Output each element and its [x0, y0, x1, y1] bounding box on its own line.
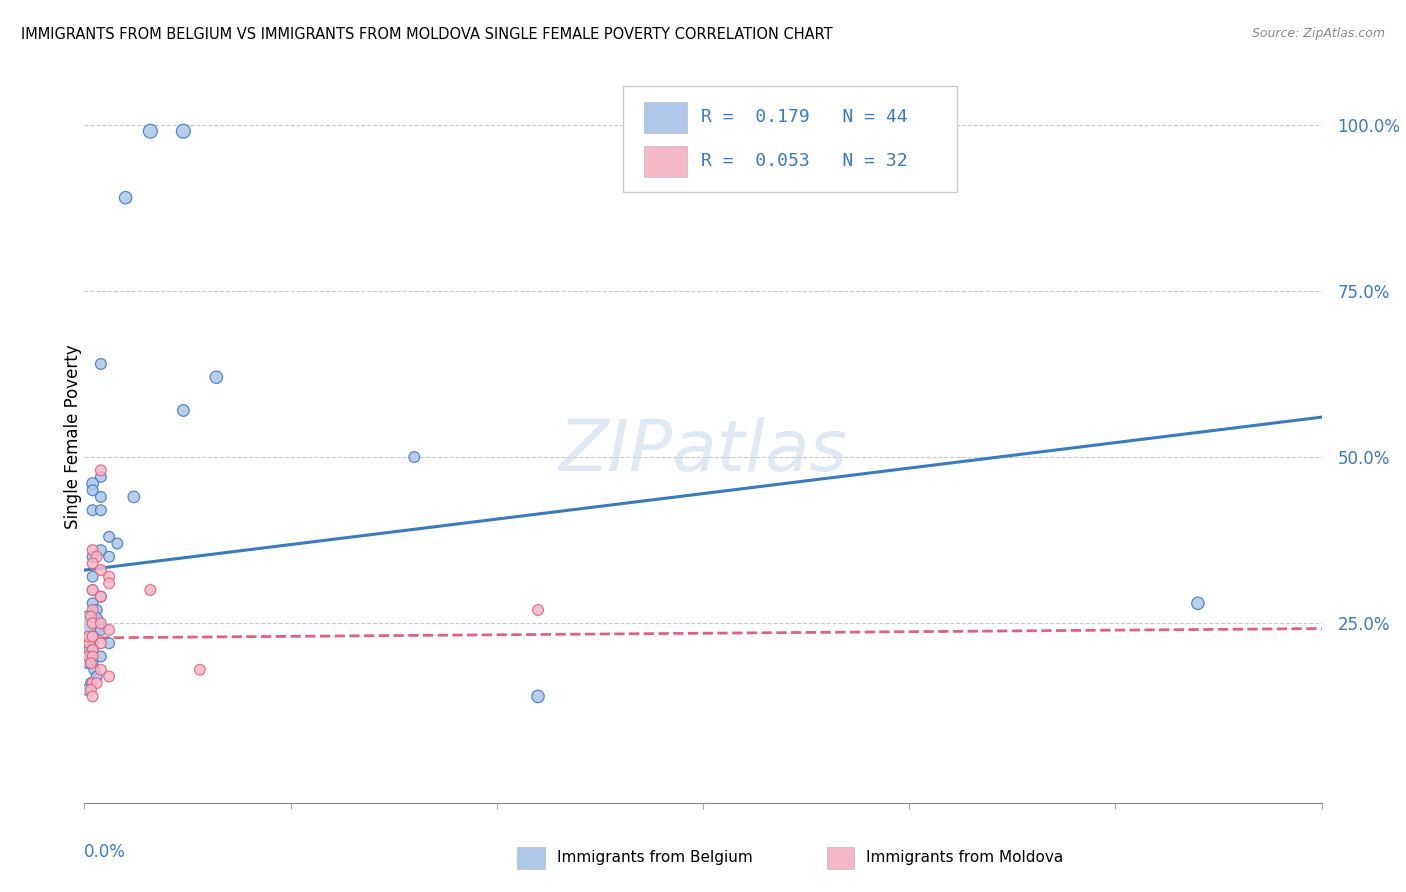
Point	[86, 549, 108, 564]
Y-axis label: Single Female Poverty: Single Female Poverty	[65, 345, 82, 529]
Bar	[644, 102, 688, 133]
Point	[205, 370, 228, 384]
Point	[82, 596, 104, 610]
Point	[83, 663, 105, 677]
Point	[82, 570, 104, 584]
Point	[82, 609, 104, 624]
Point	[77, 649, 100, 664]
Point	[80, 649, 103, 664]
Point	[76, 682, 98, 697]
Point	[98, 576, 121, 591]
Point	[82, 649, 104, 664]
Point	[82, 676, 104, 690]
Point	[139, 582, 162, 597]
Point	[172, 124, 194, 138]
Point	[105, 536, 128, 550]
Point	[98, 623, 121, 637]
Point	[82, 476, 104, 491]
Point	[98, 669, 121, 683]
Point	[82, 582, 104, 597]
Point	[90, 616, 112, 631]
Point	[82, 649, 104, 664]
Point	[82, 543, 104, 558]
Point	[139, 124, 162, 138]
Point	[90, 649, 112, 664]
Point	[90, 636, 112, 650]
Point	[90, 543, 112, 558]
Point	[90, 663, 112, 677]
Point	[82, 582, 104, 597]
Point	[90, 623, 112, 637]
Point	[90, 357, 112, 371]
Bar	[827, 847, 853, 869]
Text: 0.0%: 0.0%	[84, 843, 127, 861]
Point	[188, 663, 211, 677]
Point	[82, 656, 104, 670]
Point	[82, 649, 104, 664]
Point	[98, 530, 121, 544]
Text: Immigrants from Belgium: Immigrants from Belgium	[557, 850, 752, 865]
Point	[82, 636, 104, 650]
Point	[82, 643, 104, 657]
Point	[79, 636, 101, 650]
Point	[527, 603, 550, 617]
Point	[82, 643, 104, 657]
Point	[82, 630, 104, 644]
Point	[82, 603, 104, 617]
Text: Immigrants from Moldova: Immigrants from Moldova	[866, 850, 1063, 865]
Point	[82, 503, 104, 517]
Point	[527, 690, 550, 704]
Text: ZIPatlas: ZIPatlas	[558, 417, 848, 486]
Point	[86, 669, 108, 683]
FancyBboxPatch shape	[623, 86, 956, 192]
Point	[90, 463, 112, 477]
Point	[122, 490, 145, 504]
Point	[90, 490, 112, 504]
Point	[90, 563, 112, 577]
Point	[90, 590, 112, 604]
Point	[172, 403, 194, 417]
Point	[76, 656, 98, 670]
Bar	[517, 847, 544, 869]
Point	[82, 630, 104, 644]
Point	[90, 590, 112, 604]
Point	[77, 630, 100, 644]
Point	[90, 470, 112, 484]
Point	[86, 676, 108, 690]
Point	[79, 643, 101, 657]
Point	[90, 503, 112, 517]
Point	[404, 450, 426, 464]
Point	[80, 682, 103, 697]
Point	[82, 690, 104, 704]
Point	[80, 609, 103, 624]
Point	[98, 636, 121, 650]
Text: R =  0.053   N = 32: R = 0.053 N = 32	[700, 153, 907, 170]
Point	[82, 557, 104, 571]
Point	[82, 549, 104, 564]
Text: Source: ZipAtlas.com: Source: ZipAtlas.com	[1251, 27, 1385, 40]
Point	[82, 616, 104, 631]
Text: R =  0.179   N = 44: R = 0.179 N = 44	[700, 109, 907, 127]
Point	[82, 643, 104, 657]
Point	[82, 483, 104, 498]
Point	[98, 549, 121, 564]
Point	[80, 676, 103, 690]
Text: IMMIGRANTS FROM BELGIUM VS IMMIGRANTS FROM MOLDOVA SINGLE FEMALE POVERTY CORRELA: IMMIGRANTS FROM BELGIUM VS IMMIGRANTS FR…	[21, 27, 832, 42]
Point	[86, 603, 108, 617]
Point	[98, 570, 121, 584]
Bar	[644, 146, 688, 177]
Point	[114, 191, 136, 205]
Point	[1187, 596, 1209, 610]
Point	[80, 656, 103, 670]
Point	[80, 616, 103, 631]
